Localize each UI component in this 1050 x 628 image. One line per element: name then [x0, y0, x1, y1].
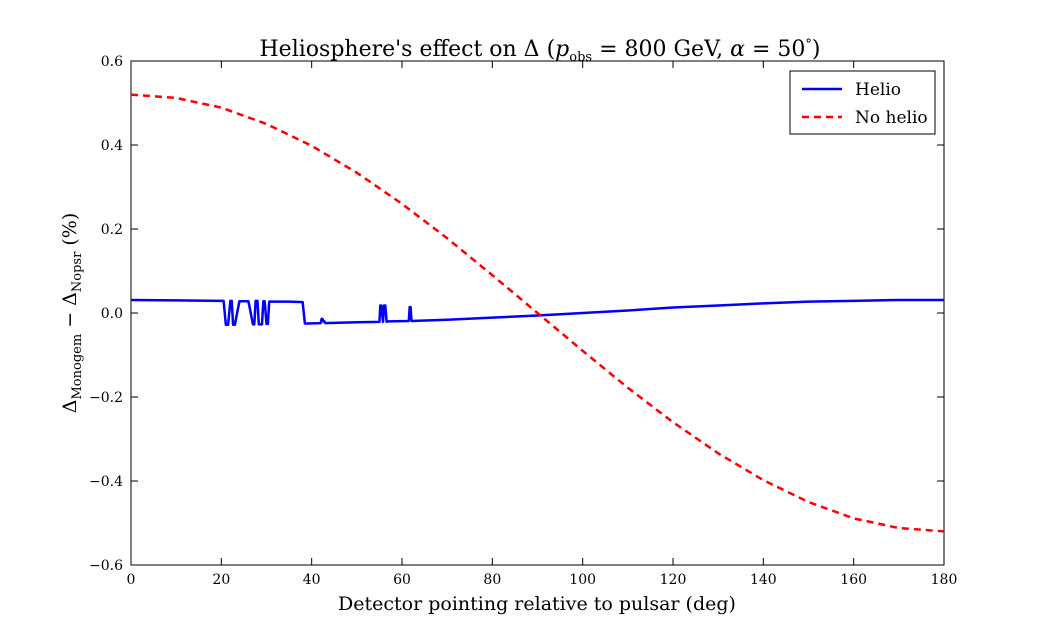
y-tick-label: 0.4 — [101, 138, 123, 154]
x-tick-label: 160 — [840, 572, 867, 588]
legend-label-no-helio: No helio — [855, 108, 928, 128]
chart-title: Heliosphere's effect on Δ (pobs = 800 Ge… — [260, 37, 821, 65]
y-tick-label: 0.0 — [101, 306, 123, 322]
legend: Helio No helio — [789, 70, 936, 135]
legend-box — [789, 70, 936, 135]
x-axis-label: Detector pointing relative to pulsar (de… — [338, 593, 736, 615]
x-tick-label: 180 — [931, 572, 958, 588]
x-tick-label: 20 — [212, 572, 230, 588]
legend-label-helio: Helio — [855, 80, 901, 100]
x-tick-label: 0 — [127, 572, 136, 588]
x-tick-label: 140 — [750, 572, 777, 588]
y-tick-label: −0.6 — [89, 558, 123, 574]
y-axis-label: ΔMonogem − ΔNopsr (%) — [59, 213, 85, 414]
y-tick-label: −0.4 — [89, 474, 123, 490]
y-tick-label: 0.2 — [101, 222, 123, 238]
series-line-helio — [130, 298, 944, 327]
series-layer — [130, 93, 945, 533]
ticks-layer: 0 20 40 60 80 100 120 140 160 180 0.6 0.4 0.2 0.0 −0.2… — [89, 54, 957, 588]
y-tick-label: 0.6 — [101, 54, 123, 70]
x-tick-label: 60 — [393, 572, 411, 588]
x-tick-label: 80 — [483, 572, 501, 588]
x-tick-label: 120 — [660, 572, 687, 588]
x-tick-label: 100 — [569, 572, 596, 588]
series-line-no-helio — [130, 93, 945, 533]
x-tick-label: 40 — [303, 572, 321, 588]
y-tick-label: −0.2 — [89, 390, 123, 406]
